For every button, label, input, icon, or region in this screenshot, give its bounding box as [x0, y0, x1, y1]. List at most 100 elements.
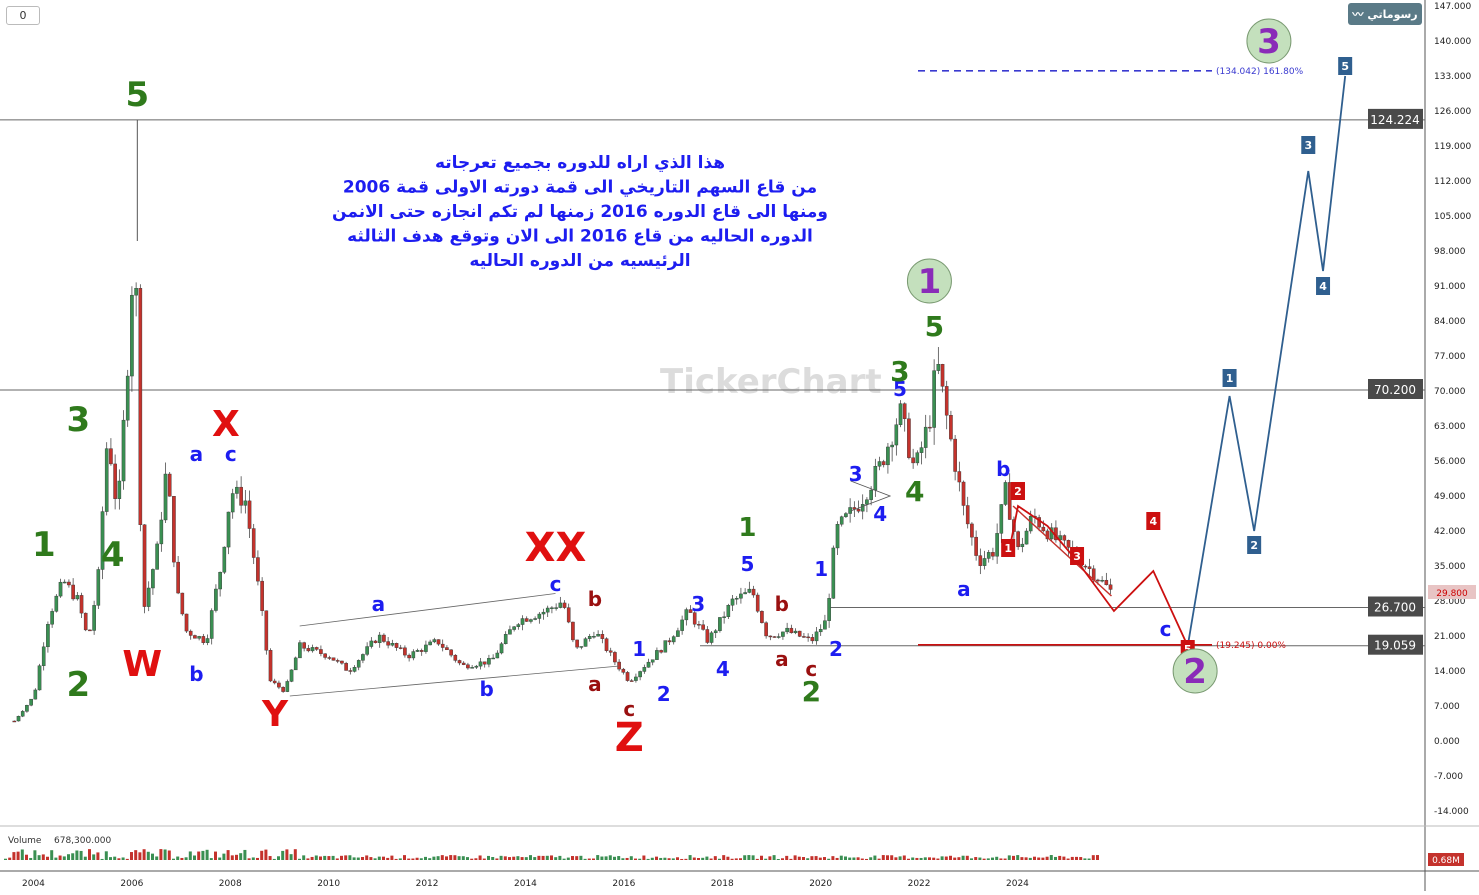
volume-bar	[453, 855, 457, 860]
candle-body	[382, 634, 386, 642]
candle-body	[79, 595, 84, 614]
candle-body	[902, 403, 907, 419]
volume-bar	[524, 857, 528, 860]
candle-body	[319, 649, 323, 654]
volume-bar	[142, 849, 146, 860]
candle-body	[806, 636, 810, 639]
watermark-text: TickerChart	[660, 362, 882, 402]
candle-body	[772, 636, 777, 638]
candle-body	[529, 619, 533, 622]
volume-bar	[281, 850, 285, 860]
wave-label: 3	[890, 355, 909, 388]
candle-body	[827, 598, 831, 621]
fib-level-label: (19.245) 0.00%	[1216, 641, 1286, 651]
candle-body	[550, 607, 554, 609]
candle-body	[625, 672, 630, 681]
volume-bar	[697, 858, 700, 860]
annotation-line: هذا الذي اراه للدوره بجميع تعرجاته	[435, 153, 725, 173]
volume-bar	[67, 854, 70, 860]
volume-bar	[79, 850, 83, 860]
volume-bar	[348, 855, 352, 860]
volume-bar	[676, 857, 679, 860]
wave-label: b	[588, 587, 602, 611]
volume-bar	[1083, 858, 1087, 860]
y-tick-label: 28.000	[1434, 597, 1466, 607]
candle-body	[776, 636, 781, 638]
candle-body	[604, 638, 609, 651]
volume-bar	[659, 857, 663, 860]
candle-body	[596, 634, 600, 637]
wave-label: c	[225, 442, 237, 466]
volume-bar	[537, 855, 541, 860]
volume-bar	[915, 857, 919, 860]
candle-body	[781, 631, 785, 637]
y-tick-label: 21.000	[1434, 632, 1466, 642]
candle-body	[789, 627, 794, 634]
candle-body	[20, 711, 25, 717]
candle-body	[281, 686, 285, 692]
candles-group	[12, 282, 1113, 723]
red-box	[1011, 482, 1025, 500]
y-tick-label: 126.000	[1434, 107, 1471, 117]
annotation-line: الرئيسيه من الدوره الحاليه	[469, 251, 690, 271]
wave-label: 5	[925, 310, 944, 343]
volume-bar	[436, 856, 440, 860]
volume-bar	[818, 857, 822, 860]
x-tick-label: 2024	[1006, 879, 1029, 889]
blue-box	[1301, 136, 1316, 154]
candle-body	[151, 569, 155, 589]
candle-body	[608, 650, 613, 653]
candle-body	[96, 569, 101, 606]
volume-bar	[1024, 857, 1028, 860]
candle-body	[167, 473, 172, 497]
candle-body	[176, 561, 180, 594]
candle-body	[697, 624, 701, 626]
x-tick-label: 2018	[711, 879, 734, 889]
candle-body	[411, 651, 416, 659]
volume-bar	[671, 858, 675, 860]
volume-bar	[386, 857, 390, 860]
wave-label: 5	[125, 75, 149, 115]
volume-bar	[562, 858, 566, 860]
candle-body	[1100, 579, 1104, 582]
candle-body	[592, 635, 596, 638]
y-tick-label: 0.000	[1434, 737, 1460, 747]
candle-body	[193, 635, 197, 639]
candle-body	[869, 489, 873, 500]
line-chart-icon: 〰	[1352, 8, 1364, 21]
volume-bar	[881, 855, 885, 860]
volume-bar	[289, 854, 293, 860]
volume-bar	[831, 856, 835, 860]
candle-body	[520, 618, 525, 625]
candle-body	[566, 607, 571, 623]
volume-bar	[764, 858, 768, 860]
candle-body	[508, 629, 512, 635]
y-tick-label: -7.000	[1434, 772, 1463, 782]
candle-body	[986, 552, 991, 559]
volume-bar	[390, 855, 394, 860]
candle-body	[1024, 530, 1029, 545]
volume-bar	[579, 855, 583, 860]
y-tick-label: 7.000	[1434, 702, 1460, 712]
volume-bar	[566, 857, 570, 860]
wave-label: 2	[802, 675, 821, 708]
counter-box[interactable]: 0	[6, 6, 40, 25]
my-drawings-button[interactable]: 〰 رسوماتي	[1348, 3, 1422, 25]
candle-body	[919, 447, 924, 453]
candle-body	[125, 375, 130, 421]
volume-bar	[919, 857, 923, 860]
candle-body	[33, 689, 38, 700]
volume-bar	[197, 851, 201, 860]
candle-body	[37, 665, 42, 691]
wave-label: a	[957, 577, 971, 601]
candle-body	[558, 602, 563, 608]
volume-bar	[466, 857, 469, 860]
volume-bar	[545, 855, 549, 860]
candle-body	[650, 659, 655, 663]
red-box	[1146, 512, 1161, 530]
volume-bar	[226, 850, 230, 860]
candle-body	[277, 682, 281, 688]
red-box	[1070, 547, 1085, 565]
volume-bar	[12, 852, 16, 860]
